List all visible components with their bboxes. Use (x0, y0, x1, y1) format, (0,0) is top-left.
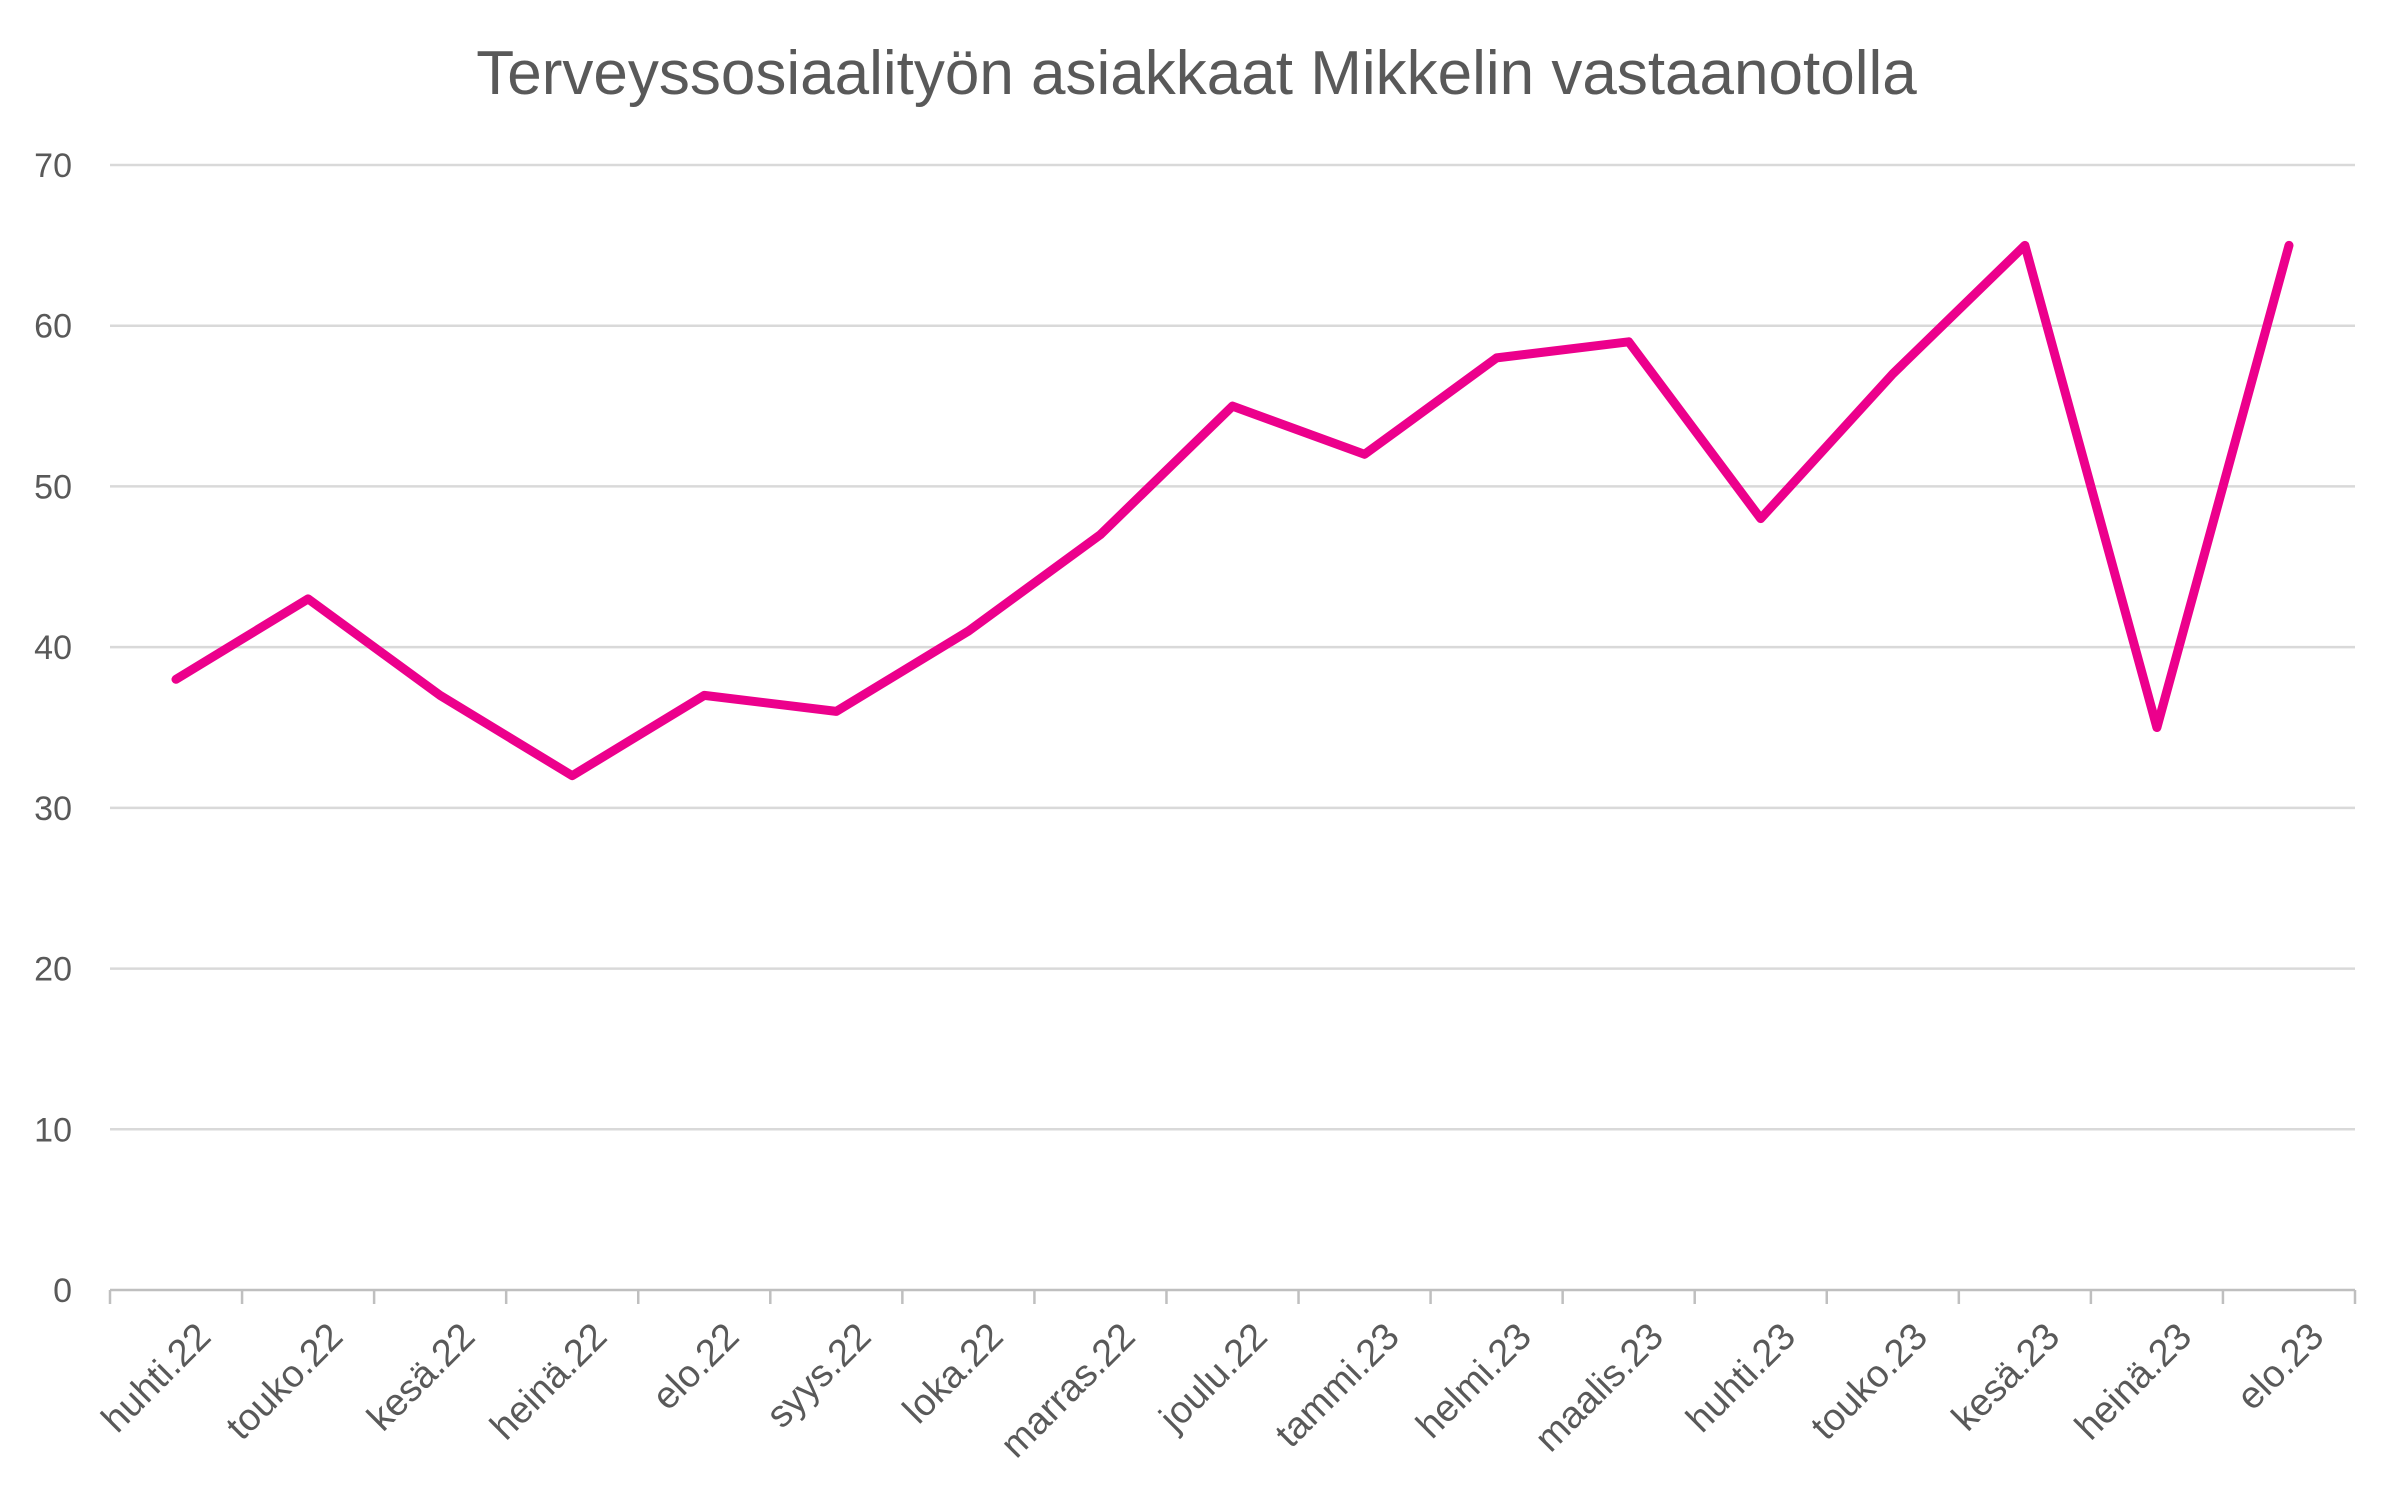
x-tick-label: elo.22 (645, 1315, 748, 1418)
x-tick-label: tammi.23 (1268, 1315, 1408, 1455)
y-tick-label: 30 (34, 790, 72, 828)
y-tick-label: 60 (34, 308, 72, 346)
y-tick-label: 20 (34, 951, 72, 989)
y-tick-label: 50 (34, 468, 72, 506)
x-tick-label: heinä.23 (2067, 1315, 2200, 1448)
y-tick-label: 40 (34, 629, 72, 667)
x-tick-label: kesä.22 (360, 1315, 484, 1439)
series (171, 240, 2294, 781)
chart-title: Terveyssosiaalityön asiakkaat Mikkelin v… (476, 39, 1917, 108)
gridlines (110, 163, 2355, 1131)
x-tick-label: helmi.23 (1409, 1315, 1540, 1446)
x-tick-label: syys.22 (759, 1315, 880, 1436)
y-tick-label: 0 (53, 1272, 72, 1310)
x-tick-label: elo.23 (2229, 1315, 2332, 1418)
x-tick-label: joulu.22 (1151, 1315, 1276, 1440)
x-tick-label: huhti.22 (94, 1315, 219, 1440)
x-axis-labels: huhti.22 touko.22 kesä.22 heinä.22 elo.22 syy… (94, 1315, 2332, 1466)
y-tick-label: 10 (34, 1111, 72, 1149)
x-axis (108, 1288, 2357, 1304)
x-tick-label: loka.22 (895, 1315, 1011, 1431)
x-tick-label: maalis.23 (1527, 1315, 1672, 1460)
x-tick-label: touko.22 (218, 1315, 351, 1448)
x-tick-label: marras.22 (993, 1315, 1144, 1466)
y-tick-label: 70 (34, 147, 72, 185)
x-tick-label: huhti.23 (1679, 1315, 1804, 1440)
y-axis-labels: 0 10 20 30 40 50 60 70 (34, 147, 72, 1310)
x-tick-label: touko.23 (1803, 1315, 1936, 1448)
x-tick-label: heinä.22 (483, 1315, 616, 1448)
x-tick-label: kesä.23 (1944, 1315, 2068, 1439)
